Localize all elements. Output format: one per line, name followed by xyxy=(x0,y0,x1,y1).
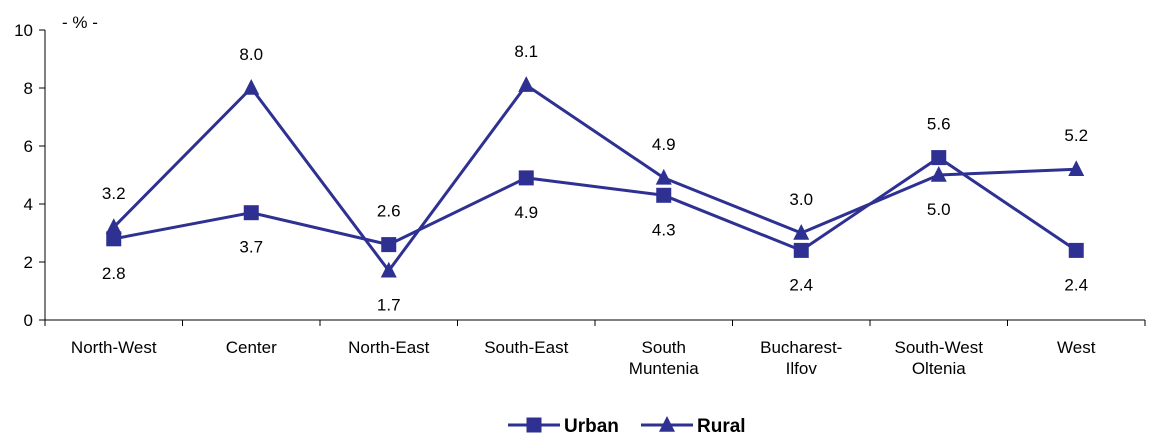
x-category-label-line: Center xyxy=(226,338,277,357)
data-point-rural xyxy=(518,76,535,92)
x-category-label: South-West Oltenia xyxy=(894,338,983,378)
data-label-urban: 4.9 xyxy=(514,203,538,222)
data-label-rural: 8.0 xyxy=(239,45,263,64)
data-point-urban xyxy=(518,170,534,186)
data-label-urban: 2.8 xyxy=(102,264,126,283)
x-category-label-line: North-West xyxy=(71,338,157,357)
series-markers xyxy=(105,76,1085,278)
data-label-rural: 8.1 xyxy=(514,42,538,61)
data-label-rural: 1.7 xyxy=(377,296,401,315)
y-tick-label: 8 xyxy=(24,79,33,98)
y-tick-label: 10 xyxy=(14,21,33,40)
x-category-label: Bucharest- Ilfov xyxy=(760,338,842,378)
data-label-urban: 4.3 xyxy=(652,220,676,239)
series-line-rural xyxy=(112,83,1077,273)
x-category-label: South-East xyxy=(484,338,568,357)
x-category-label-line: West xyxy=(1057,338,1096,357)
x-category-label: North-West xyxy=(71,338,157,357)
data-point-urban xyxy=(106,231,122,247)
legend: Urban Rural xyxy=(508,416,746,437)
x-category-label-line: South-East xyxy=(484,338,568,357)
data-point-rural xyxy=(930,166,947,182)
data-label-urban: 2.6 xyxy=(377,202,401,221)
data-point-urban xyxy=(793,242,809,258)
axes: 0 2 4 6 8 10 North-West Center North-East South-E… xyxy=(14,21,1146,378)
data-point-rural xyxy=(380,261,397,278)
data-point-urban xyxy=(381,237,397,253)
data-point-rural xyxy=(793,224,810,240)
data-point-urban xyxy=(243,205,259,221)
legend-label-urban: Urban xyxy=(564,416,619,437)
legend-marker-urban xyxy=(526,417,542,433)
data-label-rural: 5.2 xyxy=(1064,126,1088,145)
data-label-rural: 5.0 xyxy=(927,200,951,219)
x-category-label-line: South-West xyxy=(894,338,983,357)
data-point-rural xyxy=(105,218,122,234)
x-category-label-line: South xyxy=(642,338,686,357)
x-category-label-line: Bucharest- xyxy=(760,338,842,357)
x-category-label: South Muntenia xyxy=(629,338,699,378)
data-point-urban xyxy=(1068,242,1084,258)
x-category-label-line: North-East xyxy=(348,338,430,357)
y-tick-label: 6 xyxy=(24,137,33,156)
data-label-urban: 2.4 xyxy=(1064,275,1088,294)
x-category-label-line: Oltenia xyxy=(912,359,966,378)
data-label-urban: 3.7 xyxy=(239,238,263,257)
data-point-rural xyxy=(243,79,260,95)
y-tick-label: 0 xyxy=(24,311,33,330)
x-category-label: North-East xyxy=(348,338,430,357)
x-category-label-line: Ilfov xyxy=(786,359,818,378)
y-tick-label: 2 xyxy=(24,253,33,272)
x-category-label-line: Muntenia xyxy=(629,359,699,378)
data-label-rural: 3.0 xyxy=(789,190,813,209)
data-label-rural: 3.2 xyxy=(102,184,126,203)
data-point-rural xyxy=(1068,160,1085,176)
legend-label-rural: Rural xyxy=(697,416,746,437)
y-unit-label: - % - xyxy=(62,13,98,32)
data-point-urban xyxy=(931,150,947,166)
data-point-rural xyxy=(655,168,672,185)
series-lines xyxy=(112,83,1078,273)
data-labels: 2.8 3.2 3.7 8.0 2.6 1.7 4.9 8.1 4.3 4.9 2.4 3.0 5.6 5… xyxy=(102,42,1088,315)
legend-marker-rural xyxy=(659,416,675,432)
data-label-urban: 5.6 xyxy=(927,115,951,134)
series-line-urban xyxy=(113,156,1078,252)
data-label-rural: 4.9 xyxy=(652,135,676,154)
y-tick-label: 4 xyxy=(24,195,33,214)
x-category-label: West xyxy=(1057,338,1096,357)
data-label-urban: 2.4 xyxy=(789,275,813,294)
data-point-urban xyxy=(656,187,672,203)
x-category-label: Center xyxy=(226,338,277,357)
